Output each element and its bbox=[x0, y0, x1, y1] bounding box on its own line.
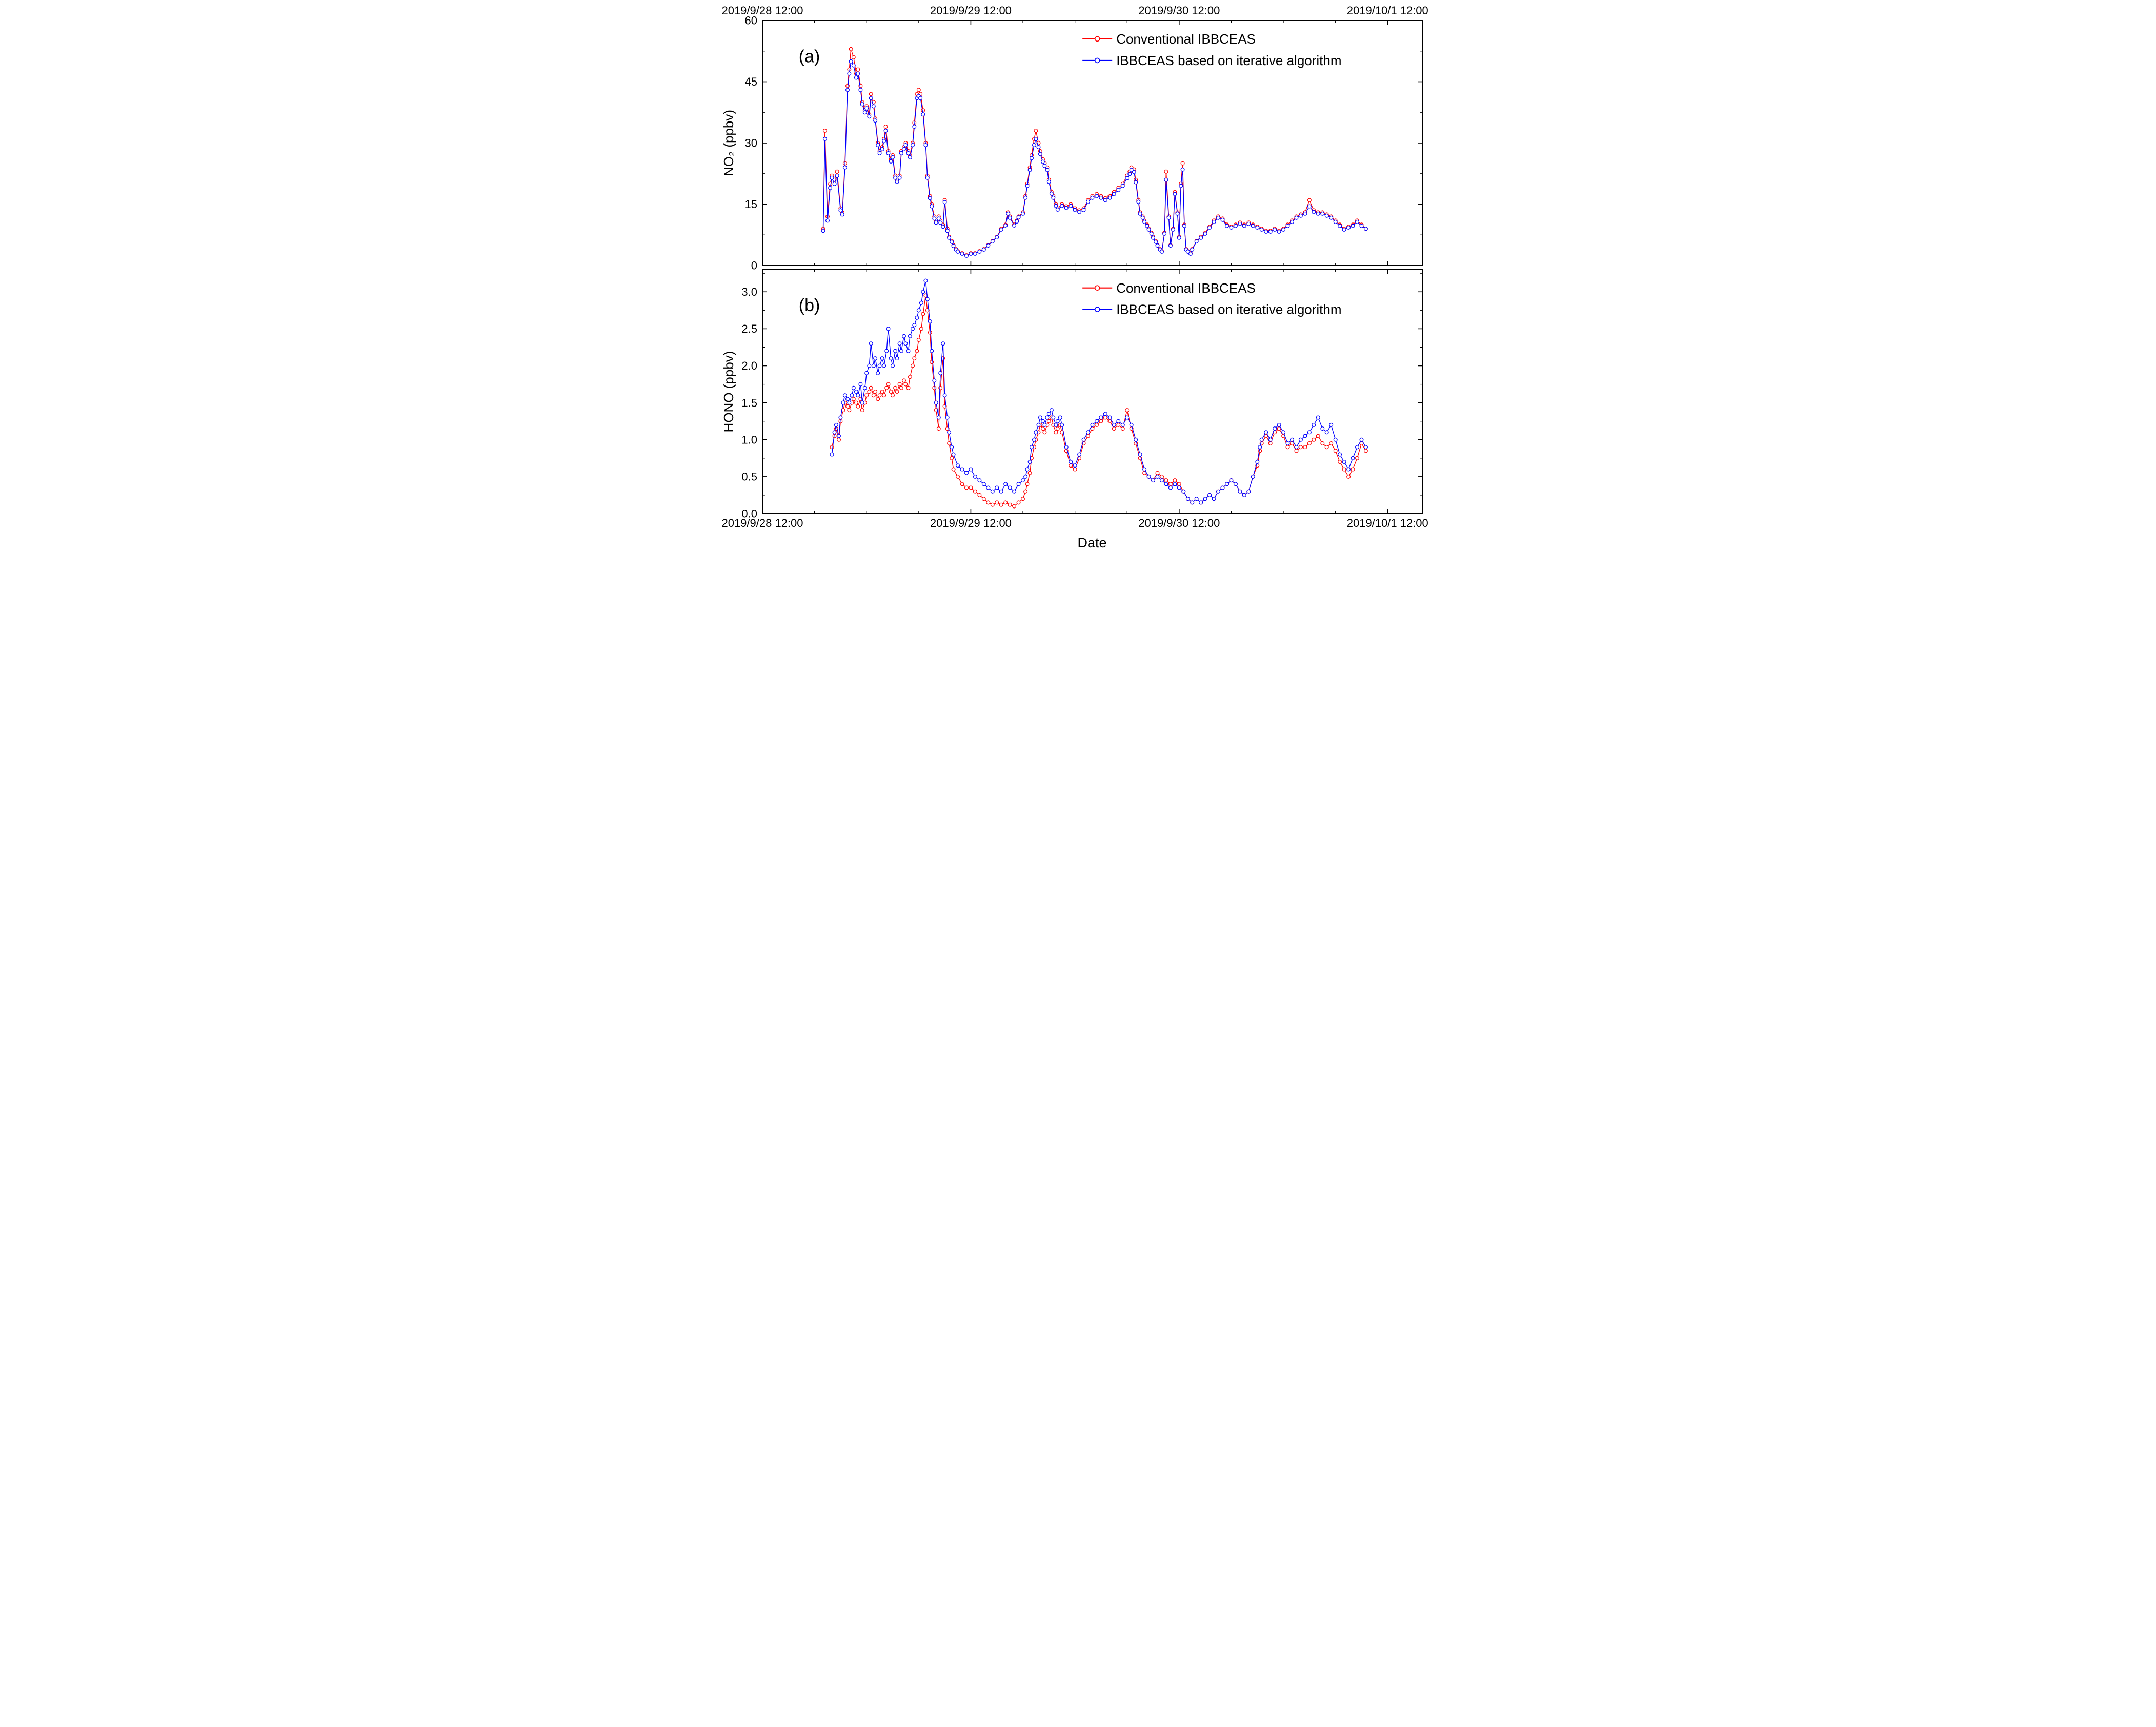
x-tick-label-bottom: 2019/9/28 12:00 bbox=[721, 517, 803, 530]
x-tick-label-bottom: 2019/9/29 12:00 bbox=[930, 517, 1011, 530]
legend-label: Conventional IBBCEAS bbox=[1116, 280, 1256, 296]
legend: Conventional IBBCEAS IBBCEAS based on ite… bbox=[1082, 280, 1341, 317]
series-iterative-markers bbox=[830, 278, 1368, 505]
ticks bbox=[761, 270, 1422, 514]
y-tick-label: 1.5 bbox=[741, 396, 757, 409]
legend-label: IBBCEAS based on iterative algorithm bbox=[1116, 302, 1341, 317]
series-conventional-line bbox=[822, 49, 1366, 256]
x-axis-title: Date bbox=[1077, 535, 1107, 551]
y-tick-label: 15 bbox=[744, 198, 757, 211]
panel-a: 2019/9/28 12:00 2019/9/29 12:00 2019/9/30 … bbox=[721, 4, 1428, 272]
x-tick-label-top: 2019/9/28 12:00 bbox=[721, 4, 803, 17]
x-tick-label-bottom: 2019/10/1 12:00 bbox=[1346, 517, 1428, 530]
series-iterative bbox=[830, 278, 1368, 505]
y-tick-label: 30 bbox=[744, 137, 757, 150]
chart-svg: 2019/9/28 12:00 2019/9/29 12:00 2019/9/30 … bbox=[721, 4, 1428, 530]
series-conventional bbox=[821, 47, 1368, 258]
series-iterative-line bbox=[831, 280, 1366, 503]
series-conventional-markers bbox=[830, 293, 1368, 509]
figure: 2019/9/28 12:00 2019/9/29 12:00 2019/9/30 … bbox=[718, 0, 1438, 576]
legend-marker-sample bbox=[1094, 307, 1100, 312]
x-tick-label-bottom: 2019/9/30 12:00 bbox=[1138, 517, 1220, 530]
panel-label: (a) bbox=[798, 47, 820, 66]
series-iterative bbox=[821, 59, 1368, 258]
legend: Conventional IBBCEAS IBBCEAS based on ite… bbox=[1082, 31, 1341, 68]
series-conventional-markers bbox=[821, 47, 1368, 258]
ticks bbox=[761, 20, 1422, 266]
x-tick-label-top: 2019/10/1 12:00 bbox=[1346, 4, 1428, 17]
series-iterative-line bbox=[822, 60, 1366, 256]
y-tick-label: 2.5 bbox=[741, 322, 757, 335]
panel-b: 2019/9/28 12:00 2019/9/29 12:00 2019/9/30 … bbox=[721, 269, 1428, 530]
x-tick-label-top: 2019/9/29 12:00 bbox=[930, 4, 1011, 17]
y-tick-label: 0 bbox=[751, 259, 757, 272]
y-tick-label: 60 bbox=[744, 14, 757, 27]
legend-label: IBBCEAS based on iterative algorithm bbox=[1116, 53, 1341, 68]
legend-label: Conventional IBBCEAS bbox=[1116, 31, 1256, 47]
y-axis-title: HONO (ppbv) bbox=[721, 351, 736, 433]
legend-marker-sample bbox=[1094, 57, 1100, 64]
y-tick-label: 2.0 bbox=[741, 359, 757, 372]
y-tick-label: 45 bbox=[744, 75, 757, 88]
y-tick-label: 1.0 bbox=[741, 433, 757, 446]
series-iterative-markers bbox=[821, 59, 1368, 258]
y-tick-label: 3.0 bbox=[741, 286, 757, 298]
plot-frame bbox=[761, 269, 1423, 514]
y-axis-title: NO₂ (ppbv) bbox=[721, 110, 736, 176]
y-tick-label: 0.0 bbox=[741, 507, 757, 520]
y-tick-label: 0.5 bbox=[741, 471, 757, 483]
panel-label: (b) bbox=[798, 296, 820, 315]
series-conventional bbox=[830, 293, 1368, 509]
legend-marker-sample bbox=[1094, 36, 1100, 42]
x-tick-label-top: 2019/9/30 12:00 bbox=[1138, 4, 1220, 17]
legend-marker-sample bbox=[1094, 285, 1100, 291]
